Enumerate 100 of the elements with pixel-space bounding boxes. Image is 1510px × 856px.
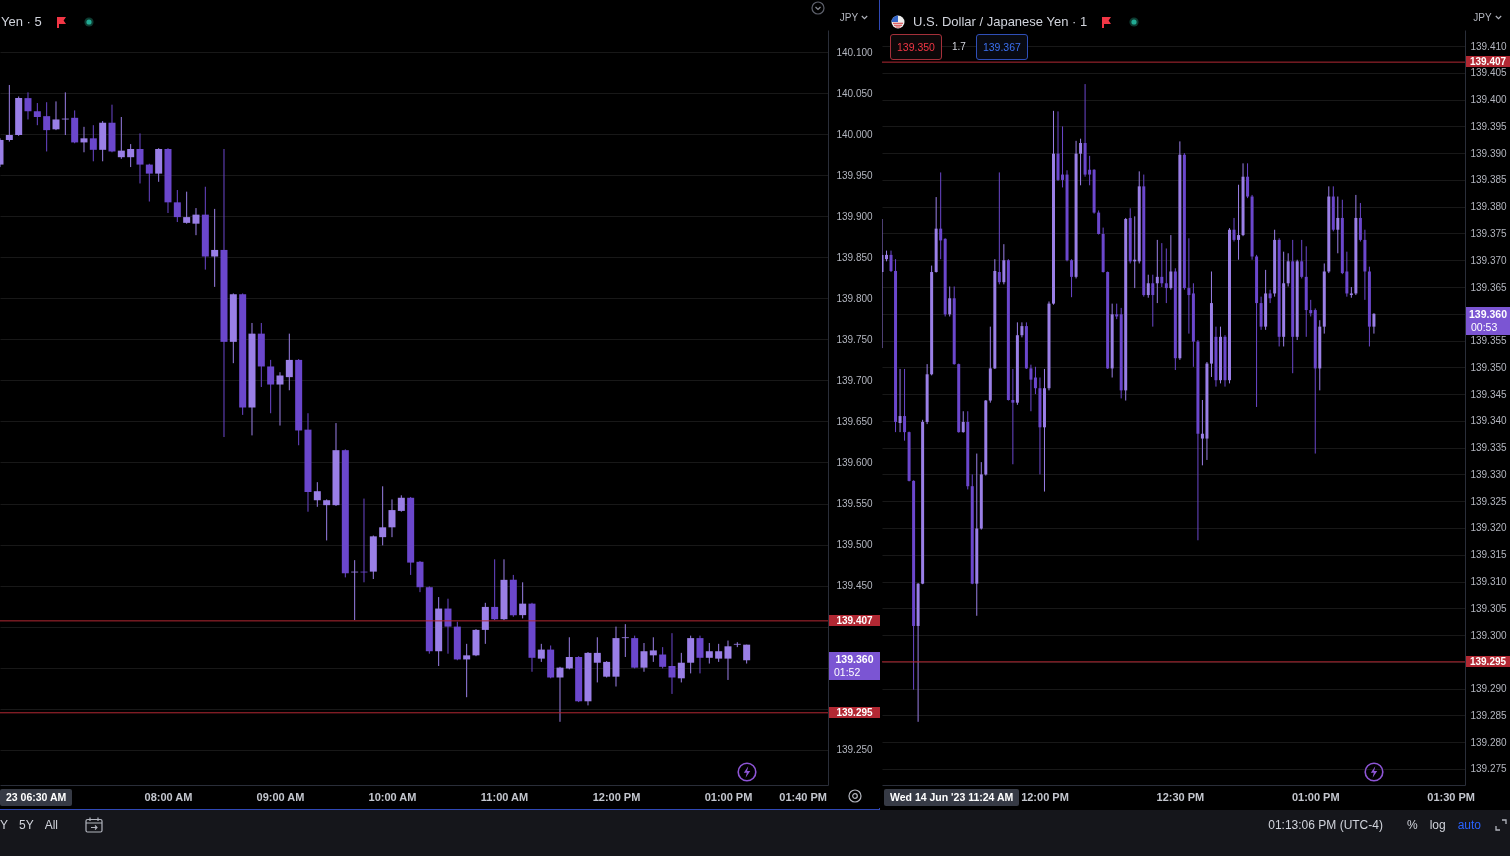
y-tick-label: 139.375 [1470, 227, 1508, 239]
candlestick [898, 368, 902, 433]
candlestick [677, 652, 685, 683]
candlestick [1286, 252, 1290, 287]
annotation: 139.367 [975, 34, 1028, 60]
candlestick [537, 643, 545, 663]
text: Wed 14 Jun '23 11:24 AM [884, 789, 1020, 806]
text: Y [0, 817, 9, 834]
candlestick [724, 640, 732, 681]
x-tick-label: 01:40 PM [779, 790, 828, 803]
annotation: 1.7 [950, 40, 967, 54]
candlestick [659, 646, 667, 669]
candlestick [1151, 274, 1155, 328]
candlestick [1079, 138, 1083, 186]
candlestick [463, 643, 471, 698]
y-tick-label: 139.395 [1470, 120, 1508, 132]
candlestick [1372, 312, 1376, 335]
y-tick-label: 139.250 [836, 744, 874, 756]
candlestick [1097, 209, 1101, 236]
y-axis-title: JPY [839, 12, 859, 23]
y-tick-label: 139.410 [1470, 40, 1508, 52]
x-tick-label: 01:00 PM [1291, 790, 1340, 803]
candlestick [1169, 234, 1173, 291]
candlestick [1070, 258, 1074, 298]
y-tick-label: 139.350 [1470, 361, 1508, 373]
y-tick-label: 139.335 [1470, 442, 1508, 454]
y-tick-label: 139.305 [1470, 602, 1508, 614]
candlestick [285, 333, 293, 391]
candlestick [491, 558, 499, 621]
candlestick [89, 124, 97, 162]
candlestick [379, 485, 387, 546]
candlestick [889, 250, 893, 273]
y-tick-label: 139.400 [1470, 94, 1508, 106]
candlestick [1232, 217, 1236, 243]
candlestick [519, 581, 527, 619]
candlestick [80, 126, 88, 153]
candlestick [192, 207, 200, 236]
y-tick-label: 139.365 [1470, 281, 1508, 293]
candlestick [267, 359, 275, 414]
y-tick-label: 139.325 [1470, 495, 1508, 507]
candlestick [145, 163, 153, 203]
y-tick-label: 139.450 [836, 580, 874, 592]
ref-line-label: 139.295 [829, 706, 880, 718]
candlestick [276, 371, 284, 427]
x-tick-label: 09:00 AM [256, 790, 305, 803]
y-tick-label: 139.315 [1470, 549, 1508, 561]
candlestick [136, 132, 144, 184]
candlestick [903, 368, 907, 442]
y-tick-label: 139.300 [1470, 629, 1508, 641]
candlestick [52, 100, 60, 131]
text: 139.360 01:52 [829, 653, 880, 679]
x-tick-label: 12:30 PM [1156, 790, 1205, 803]
ref-line-label: 139.295 [1466, 655, 1510, 667]
candlestick [1002, 243, 1006, 285]
y-tick-label: 140.100 [836, 46, 874, 58]
candlestick [1011, 368, 1015, 465]
candlestick [1146, 274, 1150, 299]
ref-line-label: 139.407 [829, 614, 880, 626]
candlestick [211, 208, 219, 288]
y-tick-label: 139.285 [1470, 709, 1508, 721]
y-tick-label: 139.650 [836, 415, 874, 427]
y-tick-label: 140.050 [836, 87, 874, 99]
candlestick [961, 410, 965, 434]
text: auto [1457, 817, 1481, 834]
candlestick [1336, 196, 1340, 254]
candlestick [556, 666, 564, 723]
candlestick [1268, 289, 1272, 304]
y-tick-label: 139.330 [1470, 468, 1508, 480]
x-tick-label: 01:00 PM [704, 790, 753, 803]
candlestick [127, 143, 135, 168]
candlestick [1033, 366, 1037, 395]
candlestick [1155, 239, 1159, 304]
candlestick [939, 171, 943, 260]
candlestick [1237, 184, 1241, 261]
candlestick [705, 642, 713, 665]
candlestick [481, 602, 489, 645]
y-tick-label: 139.550 [836, 498, 874, 510]
y-tick-label: 139.340 [1470, 415, 1508, 427]
y-tick-label: 139.405 [1470, 67, 1508, 79]
candlestick [621, 623, 629, 658]
y-tick-label: 139.385 [1470, 174, 1508, 186]
candlestick [323, 498, 331, 541]
text: All [44, 817, 59, 834]
candlestick [882, 218, 884, 349]
candlestick [696, 635, 704, 674]
y-tick-label: 139.345 [1470, 388, 1508, 400]
candlestick [388, 498, 396, 538]
chart-title: U.S. Dollar / Japanese Yen · 1 [913, 14, 1088, 29]
candlestick [1358, 202, 1362, 243]
candlestick [715, 643, 723, 663]
candlestick [117, 116, 125, 160]
y-tick-label: 139.750 [836, 333, 874, 345]
y-tick-label: 139.380 [1470, 201, 1508, 213]
text: log [1429, 817, 1446, 834]
candlestick [565, 636, 573, 670]
candlestick [1160, 242, 1164, 288]
x-tick-label: 01:30 PM [1427, 790, 1475, 803]
chart-title: Yen · 5 [1, 14, 42, 29]
candlestick [593, 636, 601, 683]
text: 01:13:06 PM (UTC-4) [1268, 817, 1383, 834]
